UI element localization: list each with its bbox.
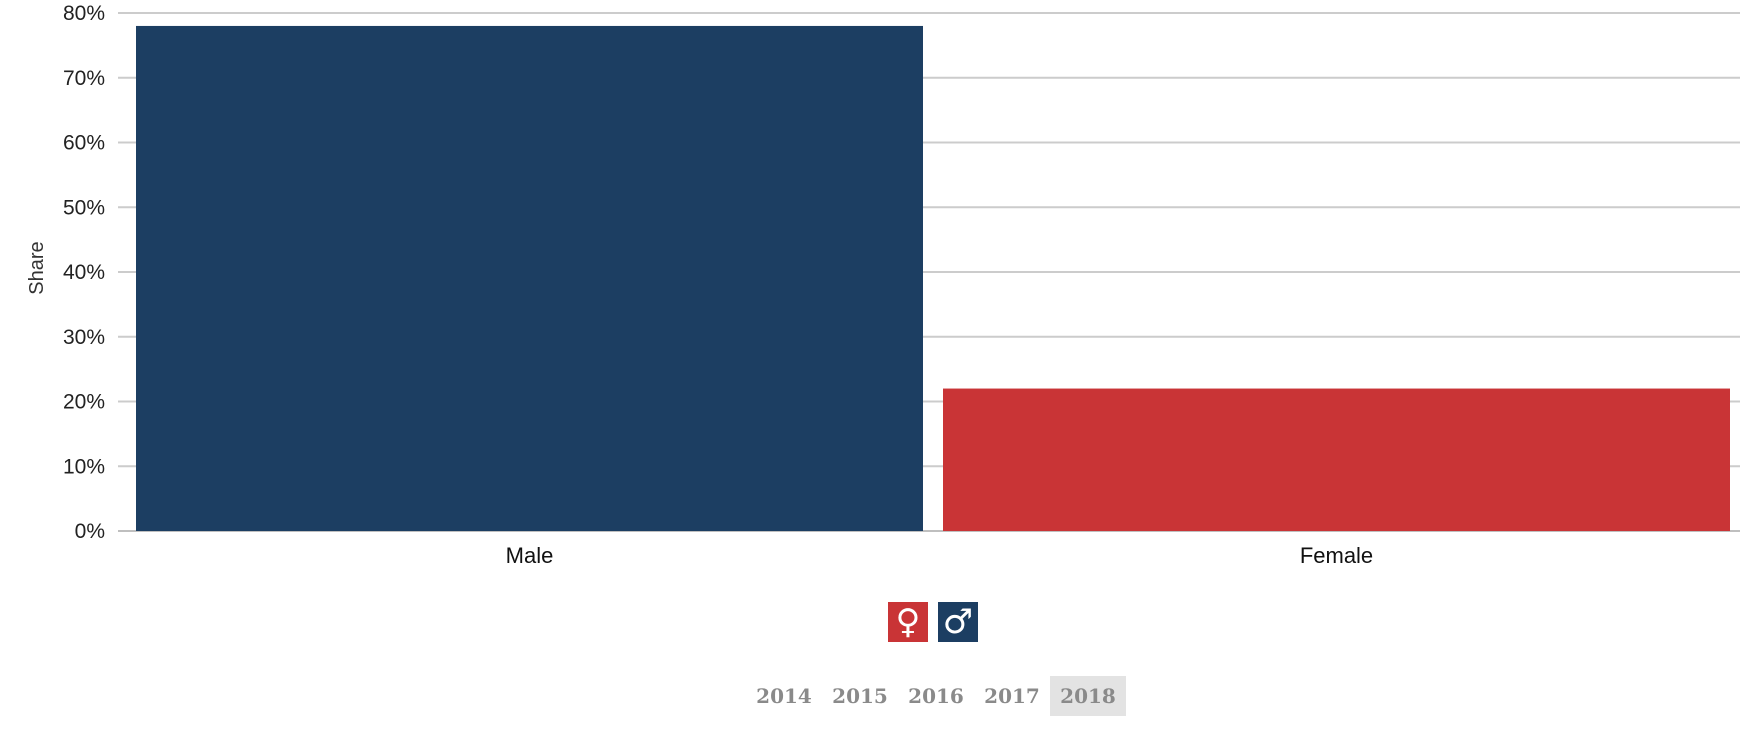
legend-male[interactable]: ♂ <box>938 602 978 642</box>
y-tick-label: 70% <box>63 67 105 90</box>
legend-female[interactable]: ♀ <box>888 602 928 642</box>
bar-female[interactable] <box>943 388 1730 531</box>
y-tick-label: 20% <box>63 391 105 414</box>
y-tick-label: 30% <box>63 326 105 349</box>
year-2018-button[interactable]: 2018 <box>1050 676 1126 716</box>
bars <box>136 25 1730 531</box>
year-2014-button[interactable]: 2014 <box>756 684 812 708</box>
y-tick-label: 80% <box>63 2 105 25</box>
year-2017-button[interactable]: 2017 <box>984 684 1040 708</box>
y-axis-ticks: 0% 10% 20% 30% 40% 50% 60% 70% 80% <box>63 2 105 543</box>
x-axis-categories: Male Female <box>506 543 1374 568</box>
female-symbol-icon: ♀ <box>895 602 921 642</box>
male-symbol-icon: ♂ <box>942 602 974 642</box>
x-category-label: Female <box>1300 543 1373 568</box>
year-2015-button[interactable]: 2015 <box>832 684 888 708</box>
year-2016-button[interactable]: 2016 <box>908 684 964 708</box>
y-tick-label: 0% <box>75 520 105 543</box>
y-axis-title: Share <box>26 241 48 294</box>
y-tick-label: 50% <box>63 196 105 219</box>
y-tick-label: 10% <box>63 455 105 478</box>
bar-chart: 0% 10% 20% 30% 40% 50% 60% 70% 80% Male Female Sh… <box>26 2 1740 568</box>
x-category-label: Male <box>506 543 554 568</box>
y-tick-label: 40% <box>63 261 105 284</box>
y-tick-label: 60% <box>63 132 105 155</box>
legend: ♀ ♂ <box>888 602 978 642</box>
year-selector: 2014 2015 2016 2017 2018 <box>746 676 1126 716</box>
bar-male[interactable] <box>136 25 923 531</box>
